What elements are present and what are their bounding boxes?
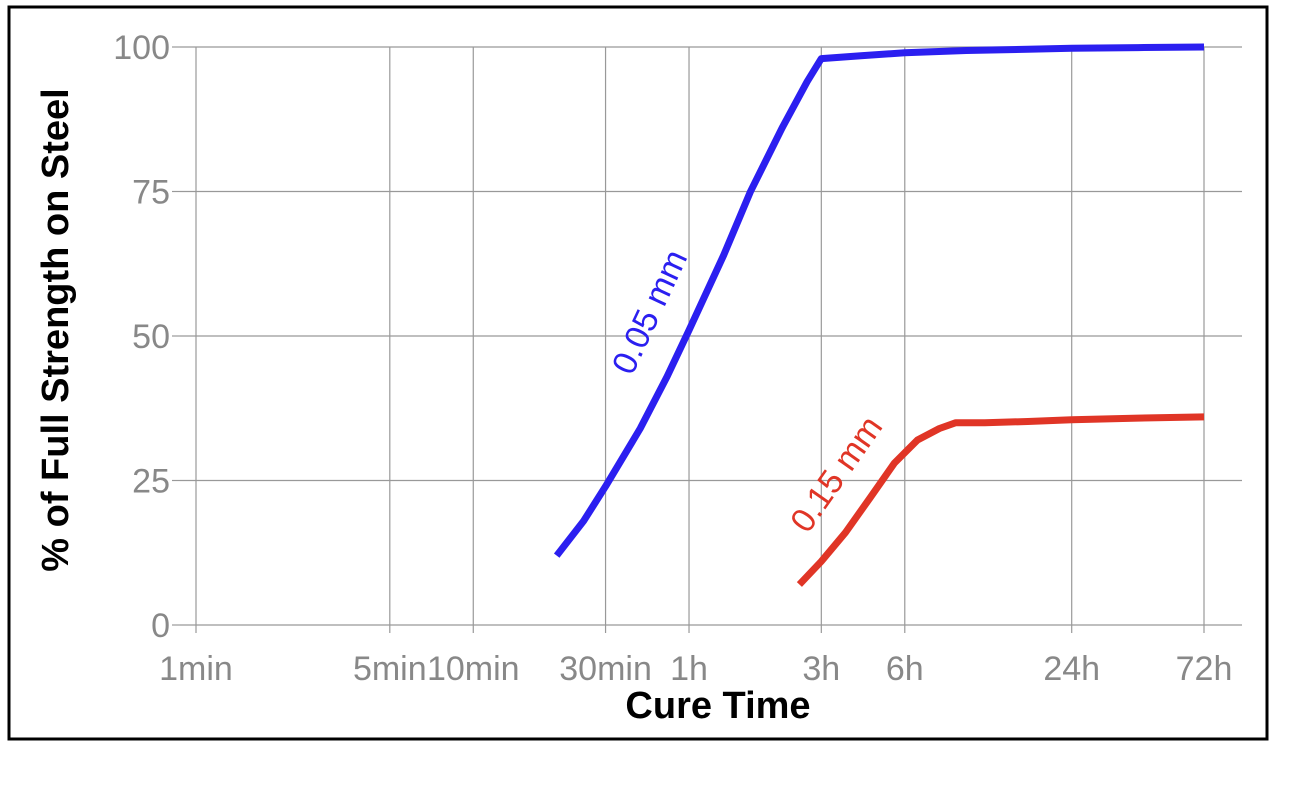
- series-line: [553, 43, 1205, 558]
- y-tick-label: 25: [132, 463, 170, 501]
- y-axis: 0 25 50 75 100: [113, 29, 180, 645]
- x-tick-label: 1min: [159, 650, 233, 688]
- y-tick-label: 100: [113, 29, 170, 67]
- x-tick-label: 72h: [1176, 650, 1233, 688]
- y-tick-label: 50: [132, 318, 170, 356]
- x-axis: 1min 5min 10min 30min 1h 3h 6h 24h 72h: [159, 625, 1232, 688]
- chart-frame: [7, 5, 1269, 741]
- x-tick-label: 10min: [427, 650, 520, 688]
- x-tick-label: 30min: [559, 650, 652, 688]
- y-tick-label: 75: [132, 174, 170, 212]
- x-tick-label: 1h: [670, 650, 708, 688]
- y-axis-title: % of Full Strength on Steel: [35, 88, 77, 571]
- x-tick-label: 3h: [802, 650, 840, 688]
- series-line: [796, 413, 1205, 587]
- y-tick-label: 0: [151, 607, 170, 645]
- x-tick-label: 24h: [1043, 650, 1100, 688]
- x-tick-label: 5min: [353, 650, 427, 688]
- x-axis-title: Cure Time: [625, 685, 810, 727]
- x-tick-label: 6h: [886, 650, 924, 688]
